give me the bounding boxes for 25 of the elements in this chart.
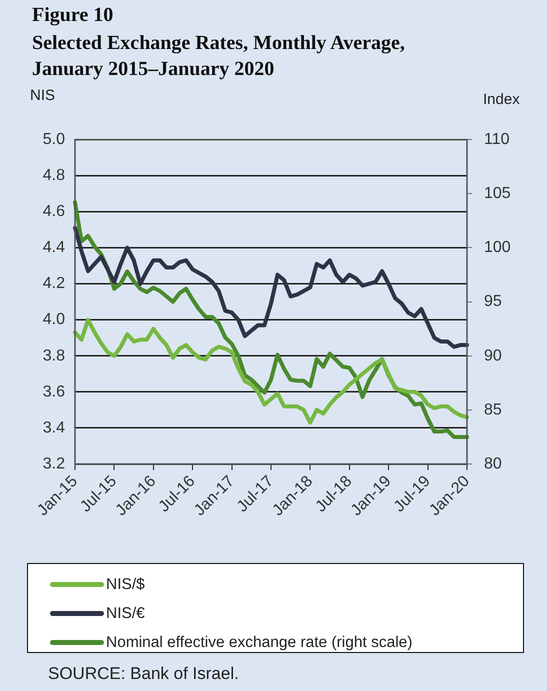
y-tick-label: 3.6: [42, 383, 66, 400]
y-tick-label: 4.2: [42, 275, 66, 292]
y-tick-label: 4.4: [42, 239, 66, 256]
y2-tick-label: 100: [484, 239, 511, 256]
y2-tick-label: 105: [484, 185, 511, 202]
y2-tick-label: 85: [484, 401, 502, 418]
y-tick-label: 4.6: [42, 203, 66, 220]
y2-tick-label: 90: [484, 347, 502, 364]
source-note: SOURCE: Bank of Israel.: [48, 664, 239, 684]
legend-label: NIS/€: [106, 604, 145, 622]
y2-axis-title: Index: [483, 91, 520, 108]
legend-label: NIS/$: [106, 576, 145, 594]
y2-tick-label: 95: [484, 293, 502, 310]
y2-tick-label: 80: [484, 455, 502, 472]
y-tick-label: 4.0: [42, 311, 66, 328]
chart-title: Figure 10: [32, 4, 114, 27]
y-tick-label: 5.0: [42, 131, 66, 148]
y-axis-title: NIS: [30, 87, 56, 104]
legend-label: Nominal effective exchange rate (right scale): [106, 634, 412, 652]
y-tick-label: 3.2: [42, 455, 66, 472]
y-tick-label: 4.8: [42, 167, 66, 184]
y2-tick-label: 110: [484, 131, 510, 148]
y-tick-label: 3.8: [42, 347, 66, 364]
y-tick-label: 3.4: [42, 419, 66, 436]
chart-subtitle: Selected Exchange Rates, Monthly Average, January 2015–January 2020: [32, 31, 405, 82]
